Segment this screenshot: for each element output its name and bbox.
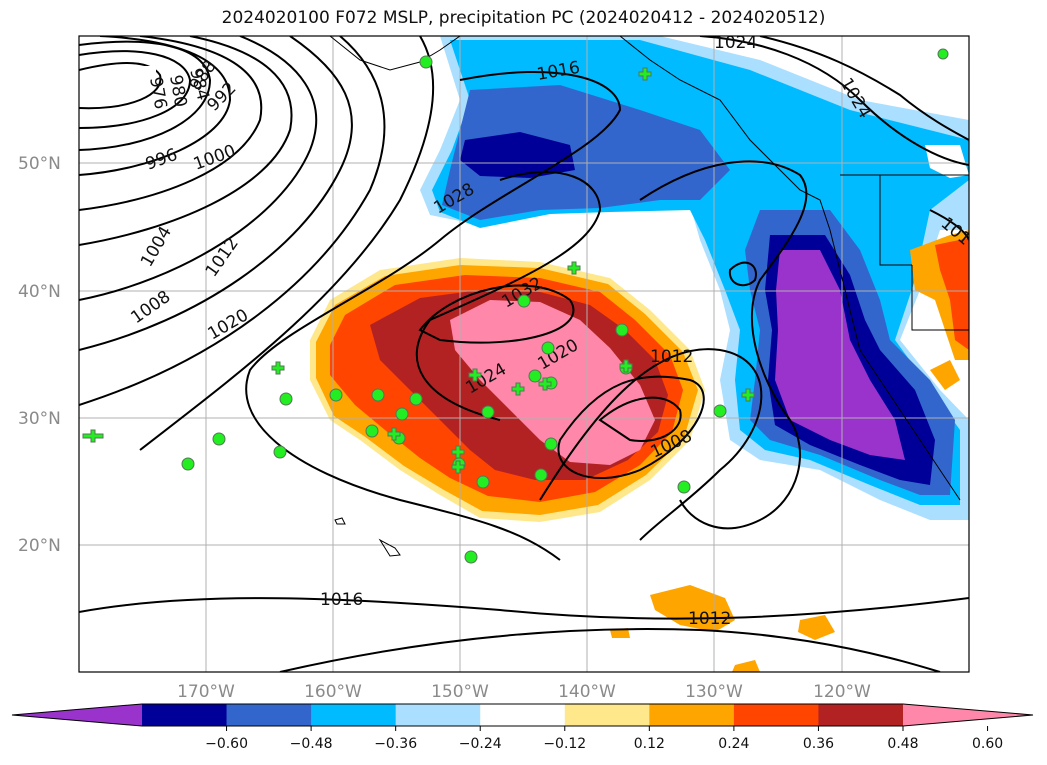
colorbar-extend-min (12, 704, 142, 726)
lat-label: 40°N (18, 282, 61, 302)
colorbar-segment (480, 704, 566, 726)
colorbar-tick-label: −0.60 (205, 736, 248, 752)
colorbar: −0.60 −0.48 −0.36 −0.24 −0.12 0.12 0.24 0.36 0.4… (11, 703, 1034, 752)
colorbar-tick-label: −0.48 (290, 736, 333, 752)
colorbar-tick-label: 0.24 (718, 736, 749, 752)
lon-label: 140°W (558, 682, 616, 702)
longitude-labels: 170°W 160°W 150°W 140°W 130°W 120°W (177, 682, 871, 702)
negative-precip-anomaly (420, 36, 969, 520)
colorbar-tick-label: −0.12 (543, 736, 586, 752)
station-plus-markers (82, 67, 755, 474)
colorbar-segment (395, 704, 481, 726)
mslp-contours (79, 36, 969, 672)
colorbar-segment (733, 704, 819, 726)
colorbar-segment (564, 704, 650, 726)
lat-label: 20°N (18, 536, 61, 556)
lon-label: 130°W (685, 682, 743, 702)
colorbar-tick-label: 0.60 (972, 736, 1003, 752)
lon-label: 150°W (431, 682, 489, 702)
lon-label: 120°W (813, 682, 871, 702)
contour-label: 1024 (714, 33, 757, 53)
colorbar-segment (818, 704, 904, 726)
map-content: 976 980 984 988 992 996 1000 1004 1008 1… (79, 33, 969, 672)
colorbar-outline (11, 703, 1034, 727)
coastlines (329, 36, 969, 557)
colorbar-segment (311, 704, 397, 726)
graticule (79, 36, 969, 672)
colorbar-extend-max (903, 704, 1033, 726)
latitude-labels: 50°N 40°N 30°N 20°N (18, 154, 61, 556)
map-frame (78, 35, 970, 673)
colorbar-tick-label: −0.24 (459, 736, 502, 752)
contour-label: 1016 (320, 590, 363, 610)
positive-precip-anomaly (310, 230, 969, 672)
lat-label: 30°N (18, 409, 61, 429)
colorbar-tick-label: 0.36 (803, 736, 834, 752)
lat-label: 50°N (18, 154, 61, 174)
map-title: 2024020100 F072 MSLP, precipitation PC (… (221, 8, 826, 28)
colorbar-segment (142, 704, 228, 726)
colorbar-segment (649, 704, 735, 726)
lon-label: 170°W (177, 682, 235, 702)
colorbar-segment (226, 704, 312, 726)
contour-label: 1012 (688, 609, 731, 629)
lon-label: 160°W (304, 682, 362, 702)
colorbar-tick-label: 0.48 (887, 736, 918, 752)
colorbar-tick-label: −0.36 (374, 736, 417, 752)
colorbar-tick-label: 0.12 (634, 736, 665, 752)
contour-label: 1012 (650, 347, 693, 367)
